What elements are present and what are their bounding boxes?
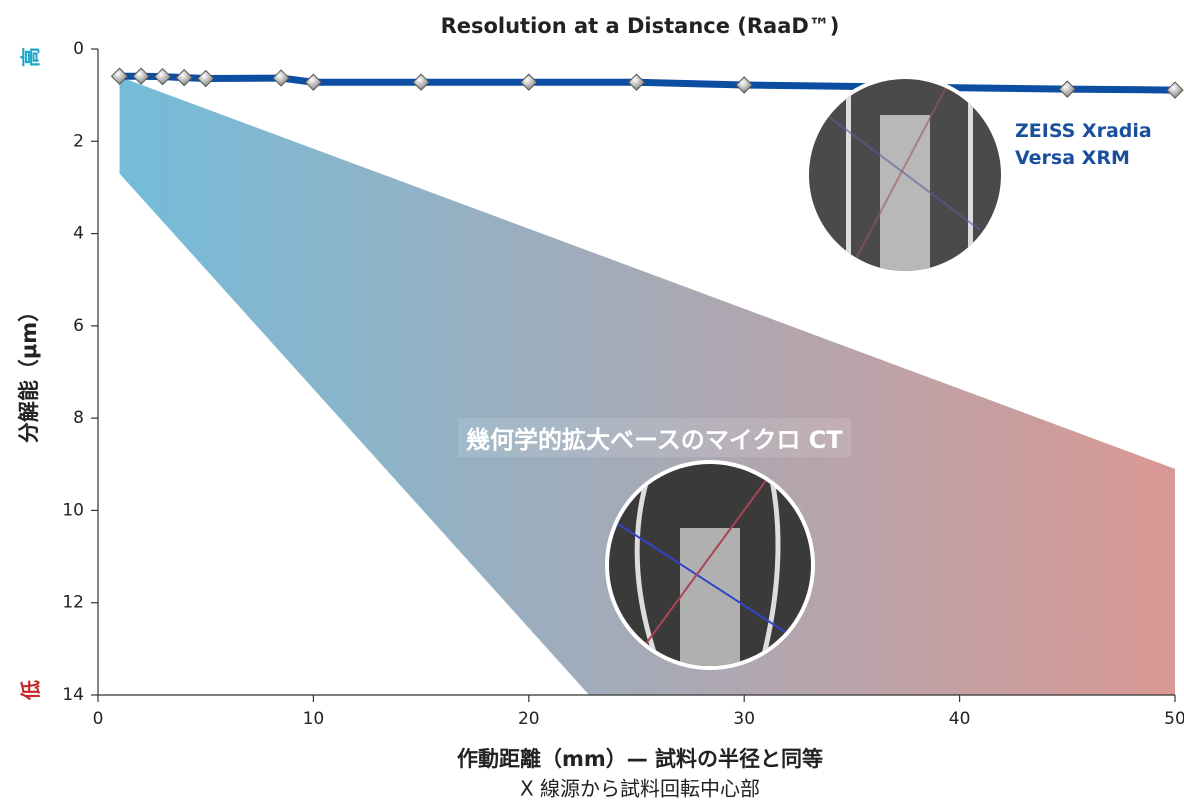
point-marker bbox=[176, 70, 192, 86]
page: {"chart_data": { "type": "line", "title"… bbox=[0, 0, 1184, 805]
inset-image-bottom bbox=[605, 460, 815, 670]
y-tick-label: 14 bbox=[62, 685, 84, 705]
band-label: 幾何学的拡大ベースのマイクロ CT bbox=[458, 418, 851, 457]
y-tick-label: 0 bbox=[73, 39, 84, 59]
y-tick-label: 6 bbox=[73, 316, 84, 336]
x-tick-label: 20 bbox=[518, 709, 540, 729]
y-tick-label: 2 bbox=[73, 131, 84, 151]
x-tick-label: 0 bbox=[93, 709, 104, 729]
point-marker bbox=[629, 74, 645, 90]
series-label: ZEISS Xradia Versa XRM bbox=[1015, 118, 1175, 172]
x-tick-label: 50 bbox=[1164, 709, 1184, 729]
x-tick-label: 40 bbox=[949, 709, 971, 729]
x-axis-label: 作動距離（mm）— 試料の半径と同等 bbox=[457, 747, 823, 771]
point-marker bbox=[1167, 82, 1183, 98]
point-marker bbox=[198, 71, 214, 87]
y-tick-label: 8 bbox=[73, 408, 84, 428]
point-marker bbox=[273, 70, 289, 86]
point-marker bbox=[521, 74, 537, 90]
x-tick-label: 10 bbox=[303, 709, 325, 729]
point-marker bbox=[1059, 81, 1075, 97]
chart-title: Resolution at a Distance (RaaD™) bbox=[441, 14, 840, 38]
y-low-label: 低 bbox=[19, 680, 43, 701]
y-tick-label: 10 bbox=[62, 500, 84, 520]
y-tick-label: 12 bbox=[62, 593, 84, 613]
y-axis-label: 分解能（μm） bbox=[17, 301, 41, 443]
point-marker bbox=[413, 74, 429, 90]
y-high-label: 高 bbox=[19, 47, 43, 67]
x-tick-label: 30 bbox=[733, 709, 755, 729]
y-tick-label: 4 bbox=[73, 224, 84, 244]
point-marker bbox=[155, 69, 171, 85]
chart: Resolution at a Distance (RaaD™) 作動距離（mm… bbox=[0, 0, 1184, 805]
x-axis-sublabel: X 線源から試料回転中心部 bbox=[520, 777, 760, 801]
point-marker bbox=[736, 77, 752, 93]
inset-image-top bbox=[800, 70, 1010, 280]
point-marker bbox=[133, 68, 149, 84]
point-marker bbox=[305, 74, 321, 90]
